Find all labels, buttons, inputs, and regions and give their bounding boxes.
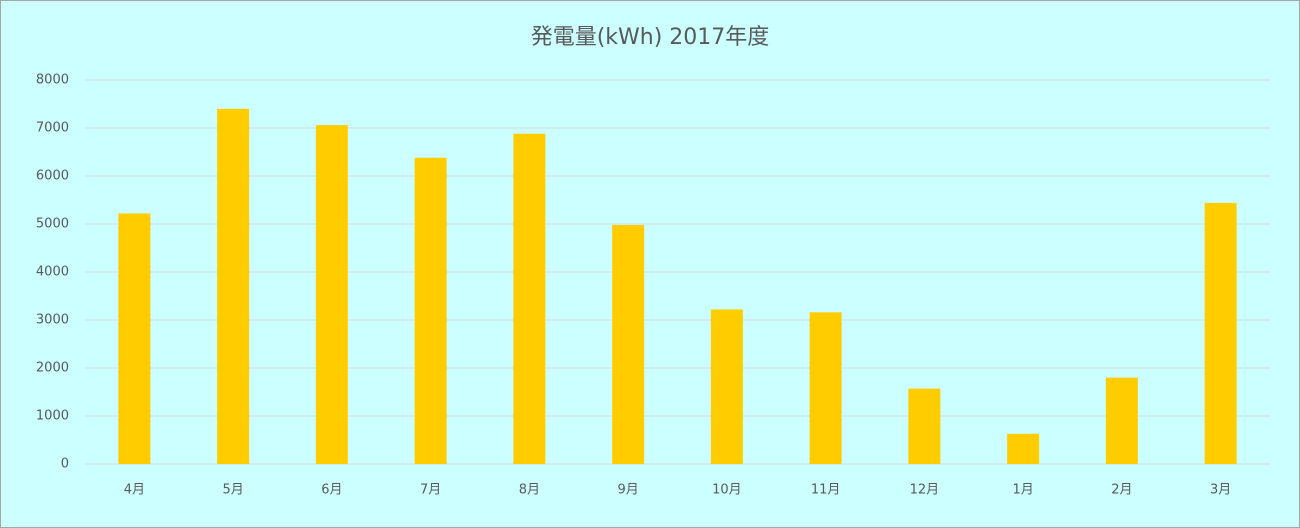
bar <box>315 125 348 465</box>
bar <box>710 309 743 464</box>
bar <box>809 312 842 464</box>
bar <box>908 388 941 464</box>
bar <box>612 224 645 464</box>
bar <box>118 213 151 464</box>
x-tick-label: 1月 <box>1012 483 1033 498</box>
y-tick-label: 3000 <box>36 313 69 328</box>
y-tick-label: 5000 <box>36 217 69 232</box>
x-tick-label: 9月 <box>617 483 638 498</box>
x-tick-label: 11月 <box>811 483 841 498</box>
x-tick-label: 3月 <box>1210 483 1231 498</box>
y-tick-label: 1000 <box>36 409 69 424</box>
x-tick-label: 4月 <box>124 483 145 498</box>
y-tick-label: 6000 <box>36 169 69 184</box>
y-tick-label: 4000 <box>36 265 69 280</box>
chart-title: 発電量(kWh) 2017年度 <box>531 25 770 50</box>
bar <box>414 157 447 464</box>
y-tick-label: 2000 <box>36 361 69 376</box>
x-tick-label: 7月 <box>420 483 441 498</box>
bar <box>217 108 250 465</box>
x-tick-label: 8月 <box>519 483 540 498</box>
x-tick-label: 2月 <box>1111 483 1132 498</box>
x-tick-label: 6月 <box>321 483 342 498</box>
bar <box>1105 377 1138 464</box>
bar <box>1007 433 1040 464</box>
bar <box>1204 202 1237 464</box>
x-tick-label: 12月 <box>910 483 940 498</box>
x-tick-label: 10月 <box>712 483 742 498</box>
bar <box>513 133 546 464</box>
x-tick-label: 5月 <box>222 483 243 498</box>
y-tick-label: 7000 <box>36 121 69 136</box>
y-tick-label: 8000 <box>36 73 69 88</box>
y-tick-label: 0 <box>61 457 69 472</box>
